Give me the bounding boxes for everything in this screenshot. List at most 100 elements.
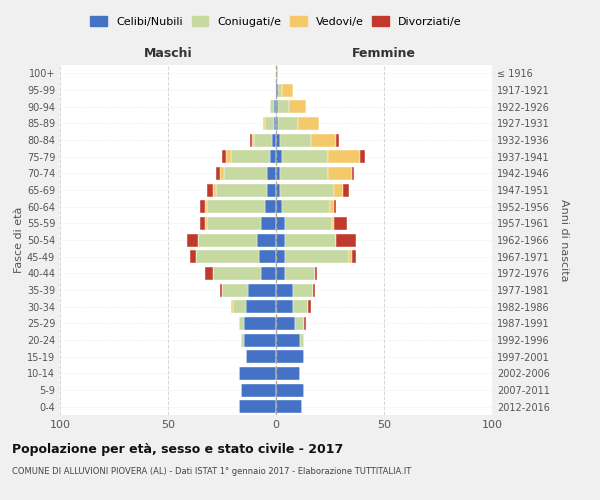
Bar <box>200 217 205 230</box>
Bar <box>269 100 274 113</box>
Bar <box>284 217 332 230</box>
Bar <box>289 100 306 113</box>
Y-axis label: Anni di nascita: Anni di nascita <box>559 198 569 281</box>
Bar <box>187 234 198 246</box>
Bar <box>352 167 354 180</box>
Bar <box>276 67 278 80</box>
Bar <box>265 200 276 213</box>
Bar <box>337 134 338 146</box>
Bar <box>276 384 304 396</box>
Bar <box>257 234 276 246</box>
Bar <box>261 217 276 230</box>
Text: Popolazione per età, sesso e stato civile - 2017: Popolazione per età, sesso e stato civil… <box>12 442 343 456</box>
Bar <box>283 150 328 163</box>
Bar <box>334 184 343 196</box>
Bar <box>226 150 230 163</box>
Bar <box>276 184 280 196</box>
Bar <box>196 250 259 263</box>
Bar <box>244 334 276 346</box>
Bar <box>248 284 276 296</box>
Bar <box>200 200 205 213</box>
Bar <box>230 300 233 313</box>
Bar <box>276 217 284 230</box>
Bar <box>276 367 300 380</box>
Bar <box>276 100 278 113</box>
Bar <box>298 117 319 130</box>
Bar <box>244 317 276 330</box>
Bar <box>252 134 254 146</box>
Bar <box>246 350 276 363</box>
Bar <box>230 150 269 163</box>
Bar <box>360 150 365 163</box>
Bar <box>276 117 278 130</box>
Bar <box>293 284 313 296</box>
Bar <box>269 150 276 163</box>
Bar <box>272 134 276 146</box>
Bar <box>332 217 334 230</box>
Bar <box>254 134 272 146</box>
Bar <box>207 200 265 213</box>
Text: Femmine: Femmine <box>352 47 416 60</box>
Bar <box>328 167 352 180</box>
Bar <box>276 400 302 413</box>
Bar <box>261 267 276 280</box>
Bar <box>276 334 300 346</box>
Bar <box>328 150 360 163</box>
Bar <box>337 234 356 246</box>
Bar <box>278 84 283 96</box>
Bar <box>241 384 276 396</box>
Bar <box>276 317 295 330</box>
Bar <box>250 134 252 146</box>
Bar <box>215 184 268 196</box>
Bar <box>276 134 280 146</box>
Bar <box>280 184 334 196</box>
Bar <box>205 200 207 213</box>
Bar <box>222 150 226 163</box>
Bar <box>207 217 261 230</box>
Bar <box>274 100 276 113</box>
Bar <box>284 234 337 246</box>
Bar <box>283 84 293 96</box>
Bar <box>276 250 284 263</box>
Bar <box>190 250 196 263</box>
Bar <box>233 300 246 313</box>
Bar <box>349 250 352 263</box>
Bar <box>241 334 244 346</box>
Bar <box>215 167 220 180</box>
Bar <box>280 134 311 146</box>
Bar <box>263 117 265 130</box>
Bar <box>284 250 349 263</box>
Bar <box>352 250 356 263</box>
Bar <box>276 267 284 280</box>
Bar <box>224 167 268 180</box>
Bar <box>220 167 224 180</box>
Bar <box>265 117 274 130</box>
Bar <box>300 334 304 346</box>
Bar <box>330 200 334 213</box>
Bar <box>293 300 308 313</box>
Bar <box>239 367 276 380</box>
Bar <box>276 150 283 163</box>
Bar <box>220 284 222 296</box>
Bar <box>214 184 215 196</box>
Bar <box>334 217 347 230</box>
Bar <box>308 300 311 313</box>
Bar <box>278 117 298 130</box>
Bar <box>304 317 306 330</box>
Text: COMUNE DI ALLUVIONI PIOVERA (AL) - Dati ISTAT 1° gennaio 2017 - Elaborazione TUT: COMUNE DI ALLUVIONI PIOVERA (AL) - Dati … <box>12 468 411 476</box>
Text: Maschi: Maschi <box>143 47 193 60</box>
Bar <box>276 350 304 363</box>
Bar <box>276 200 283 213</box>
Bar <box>222 284 248 296</box>
Bar <box>276 300 293 313</box>
Bar <box>198 234 257 246</box>
Bar <box>276 167 280 180</box>
Bar <box>278 100 289 113</box>
Legend: Celibi/Nubili, Coniugati/e, Vedovi/e, Divorziati/e: Celibi/Nubili, Coniugati/e, Vedovi/e, Di… <box>86 12 466 32</box>
Bar <box>207 184 214 196</box>
Bar <box>239 400 276 413</box>
Bar <box>246 300 276 313</box>
Bar <box>274 117 276 130</box>
Bar <box>268 184 276 196</box>
Bar <box>295 317 304 330</box>
